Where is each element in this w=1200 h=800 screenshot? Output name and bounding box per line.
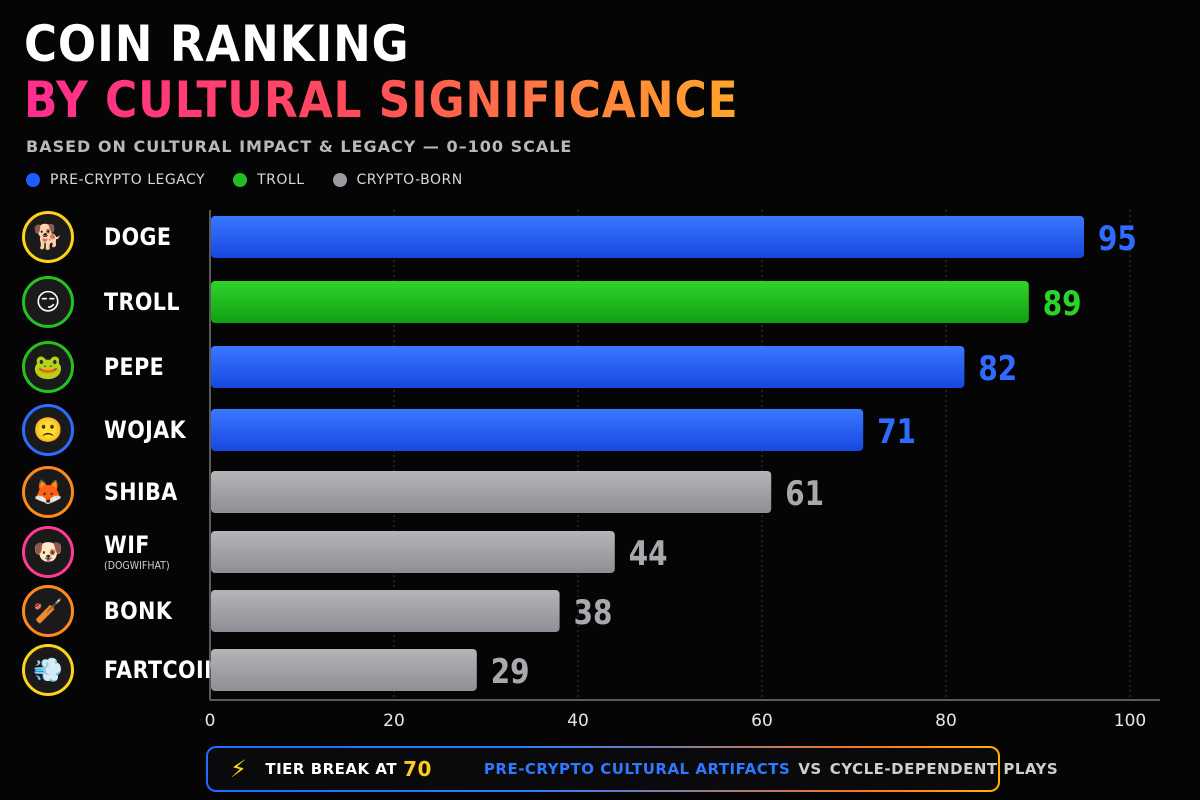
coin-name-shiba: SHIBA: [104, 480, 178, 504]
doge-icon: 🐕: [22, 211, 74, 263]
legend-dot-troll: [233, 173, 248, 187]
bar-shiba: [211, 471, 772, 513]
chart-title-line1: COIN RANKING: [24, 15, 410, 73]
coin-name-text: WOJAK: [104, 416, 187, 444]
category-labels: 🐕 DOGE 😏 TROLL 🐸 PEPE 🙁 WOJAK 🦊 SHIBA 🐶 WIF (DOGWIFH…: [0, 0, 221, 710]
x-tick-label-80: 80: [935, 711, 957, 731]
coin-name-bonk: BONK: [104, 599, 172, 623]
coin-name-text: WIF: [104, 530, 150, 559]
coin-sublabel: (DOGWIFHAT): [104, 558, 170, 572]
legend-dot-pre-crypto: [26, 173, 40, 187]
tier-break-label: TIER BREAK AT: [265, 760, 398, 778]
coin-name-text: TROLL: [104, 288, 180, 316]
coin-name-fartcoin: FARTCOIN: [104, 658, 222, 682]
value-label-doge: 95: [1098, 219, 1137, 258]
pre-crypto-artifacts-text: PRE-CRYPTO CULTURAL ARTIFACTS: [483, 760, 791, 778]
value-label-fartcoin: 29: [491, 652, 530, 691]
x-tick-label-20: 20: [383, 711, 405, 731]
pepe-frog-icon: 🐸: [22, 341, 74, 393]
value-label-shiba: 61: [785, 474, 824, 513]
value-label-bonk: 38: [574, 593, 613, 632]
shiba-icon: 🦊: [22, 466, 74, 518]
legend-item-pre-crypto: PRE-CRYPTO LEGACY: [26, 172, 205, 188]
x-tick-label-0: 0: [205, 711, 216, 731]
cycle-dependent-text: CYCLE-DEPENDENT PLAYS: [829, 760, 1059, 778]
x-tick-label-60: 60: [751, 711, 773, 731]
legend-item-crypto-born: CRYPTO-BORN: [332, 172, 463, 188]
bar-pepe: [211, 346, 965, 388]
coin-name-text: PEPE: [104, 353, 165, 381]
coin-name-wojak: WOJAK: [104, 418, 186, 442]
bar-wif: [211, 531, 615, 573]
legend: PRE-CRYPTO LEGACY TROLL CRYPTO-BORN: [26, 172, 463, 188]
bar-bonk: [211, 590, 560, 632]
bar-chart: 0 20 40 60 80 100 95 89 82 71 61 44 38 29: [205, 210, 1160, 731]
chart-subtitle: BASED ON CULTURAL IMPACT & LEGACY — 0–10…: [26, 137, 573, 156]
row-label-wojak: 🙁 WOJAK: [22, 403, 212, 457]
wojak-icon: 🙁: [22, 404, 74, 456]
legend-label-troll: TROLL: [257, 172, 305, 188]
troll-face-icon: 😏: [22, 276, 74, 328]
value-label-wojak: 71: [877, 412, 916, 451]
row-label-shiba: 🦊 SHIBA: [22, 465, 212, 519]
row-label-pepe: 🐸 PEPE: [22, 340, 212, 394]
x-tick-label-40: 40: [567, 711, 589, 731]
legend-label-crypto-born: CRYPTO-BORN: [356, 172, 463, 188]
row-label-fartcoin: 💨 FARTCOIN: [22, 643, 221, 697]
coin-name-text: DOGE: [104, 223, 172, 251]
x-tick-label-100: 100: [1114, 711, 1146, 731]
tier-break-banner-inner: ⚡ TIER BREAK AT 70 PRE-CRYPTO CULTURAL A…: [208, 748, 1058, 790]
dog-with-hat-icon: 🐶: [22, 526, 74, 578]
coin-name-text: BONK: [104, 597, 173, 625]
bar-wojak: [211, 409, 864, 451]
chart-title-line2: BY CULTURAL SIGNIFICANCE: [24, 68, 739, 132]
coin-name-troll: TROLL: [104, 290, 180, 314]
row-label-wif: 🐶 WIF (DOGWIFHAT): [22, 525, 212, 579]
vs-text: VS: [798, 760, 822, 778]
row-label-doge: 🐕 DOGE: [22, 210, 212, 264]
bar-fartcoin: [211, 649, 477, 691]
value-label-wif: 44: [629, 534, 668, 573]
tier-break-value: 70: [403, 757, 432, 781]
coin-name-text: FARTCOIN: [104, 656, 222, 684]
coin-name-text: SHIBA: [104, 478, 178, 506]
row-label-troll: 😏 TROLL: [22, 275, 212, 329]
legend-item-troll: TROLL: [233, 172, 304, 188]
bat-icon: 🏏: [22, 585, 74, 637]
bar-troll: [211, 281, 1029, 323]
lightning-bolt-icon: ⚡: [230, 755, 248, 783]
tier-break-banner: ⚡ TIER BREAK AT 70 PRE-CRYPTO CULTURAL A…: [206, 746, 1058, 792]
row-label-bonk: 🏏 BONK: [22, 584, 212, 638]
legend-label-pre-crypto: PRE-CRYPTO LEGACY: [50, 172, 206, 188]
value-label-troll: 89: [1043, 284, 1082, 323]
bar-doge: [211, 216, 1084, 258]
coin-name-wif: WIF (DOGWIFHAT): [104, 533, 170, 572]
legend-dot-crypto-born: [332, 173, 347, 187]
coin-name-doge: DOGE: [104, 225, 171, 249]
value-label-pepe: 82: [978, 349, 1017, 388]
fart-cloud-icon: 💨: [22, 644, 74, 696]
coin-name-pepe: PEPE: [104, 355, 164, 379]
